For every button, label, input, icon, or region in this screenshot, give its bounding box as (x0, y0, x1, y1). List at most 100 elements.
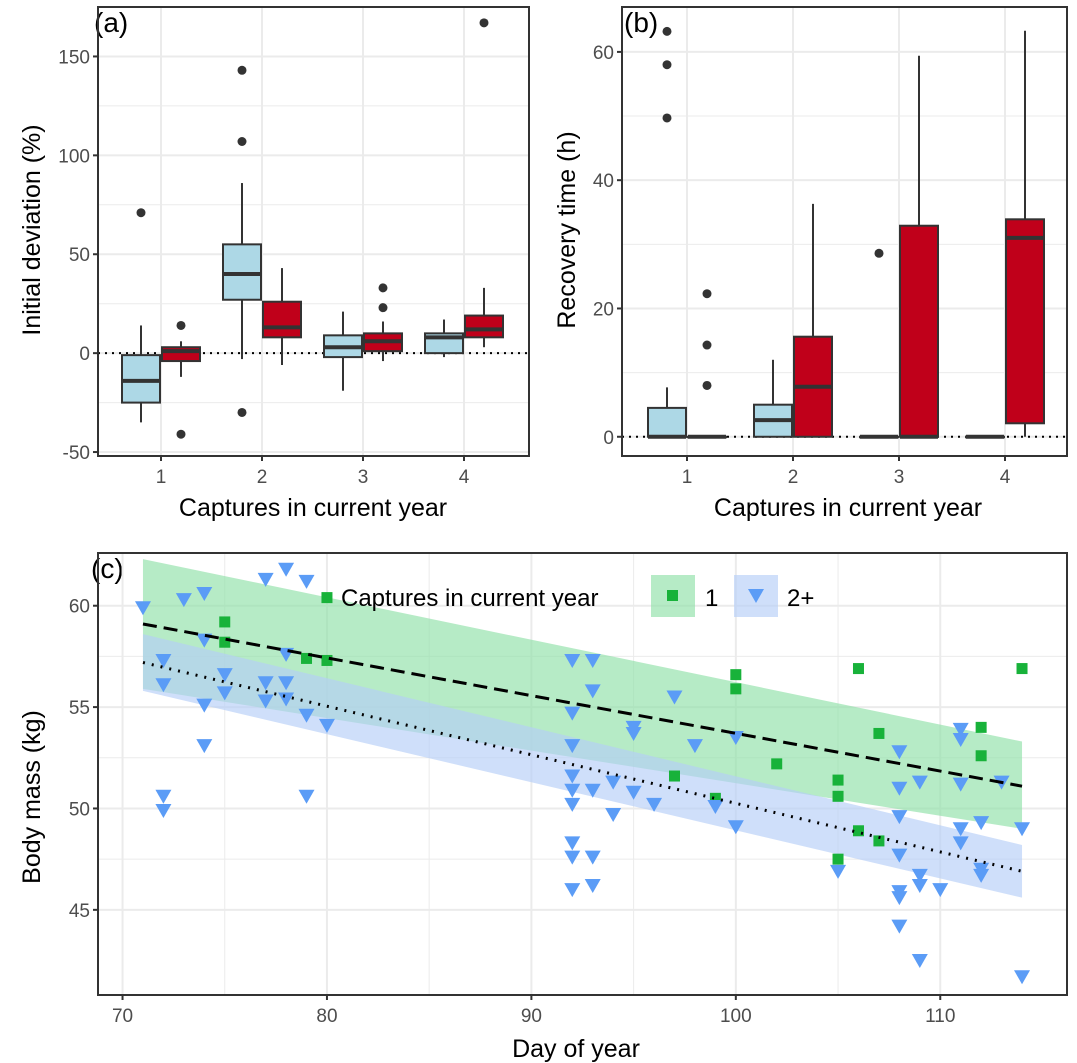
panel-a-box-3-first (323, 311, 363, 391)
series-2plus-point (666, 690, 683, 705)
panel-a-x-tick-label: 3 (358, 467, 369, 488)
legend-label-2plus: 2+ (787, 585, 814, 612)
series-2plus-point (564, 797, 581, 812)
series-2+-fit-line (142, 661, 1023, 873)
series-2plus-point (134, 601, 151, 616)
outlier-point (662, 60, 672, 70)
series-2plus-point (952, 733, 969, 748)
series-2plus-point (625, 726, 642, 741)
panel-b-x-tick-label: 1 (682, 467, 693, 488)
panel-c-x-tick-label: 80 (316, 1006, 337, 1027)
panel-a-x-tick-label: 2 (257, 467, 268, 488)
panel-b-x-tick-label: 3 (894, 467, 905, 488)
panel-b-y-axis-label: Recovery time (h) (553, 131, 581, 328)
panel-a-y-tick-label: 150 (58, 47, 90, 68)
box-body (262, 300, 302, 339)
panel-b-y-tick-label: 20 (593, 299, 614, 320)
series-1-point (668, 770, 680, 782)
legend-key-1-marker (667, 590, 678, 601)
series-2plus-point (891, 891, 908, 906)
series-1-point (771, 758, 783, 770)
series-2plus-point (911, 879, 928, 894)
outlier-point (702, 289, 712, 299)
series-2plus-point (584, 653, 601, 668)
outlier-point (662, 113, 672, 123)
panel-c-x-tick-label: 90 (521, 1006, 542, 1027)
panel-b-y-tick-label: 60 (593, 43, 614, 64)
series-2plus-point (686, 739, 703, 754)
series-2plus-point (625, 785, 642, 800)
series-2plus-point (298, 789, 315, 804)
series-2plus-point (155, 653, 172, 668)
series-2plus-point (952, 822, 969, 837)
outlier-point (378, 283, 388, 293)
panel-a: (a) Initial deviation (%) Captures in cu… (18, 6, 530, 522)
outlier-point (874, 248, 884, 258)
series-2plus-point (196, 698, 213, 713)
panel-b-box-1-repeat (687, 289, 727, 439)
series-2plus-point (216, 668, 233, 683)
outlier-point (237, 137, 247, 147)
series-2plus-point (952, 722, 969, 737)
series-1-point (730, 669, 742, 681)
series-2plus-point (1014, 822, 1031, 837)
outlier-point (702, 380, 712, 390)
panel-a-x-tick-label: 4 (459, 467, 470, 488)
panel-a-box-3-repeat (363, 283, 403, 362)
series-2plus-point (911, 775, 928, 790)
box-body (647, 406, 687, 438)
panel-b-box-1-first (647, 26, 687, 439)
panel-c-panel-border (97, 552, 1068, 996)
panel-a-x-tick-label: 1 (156, 467, 167, 488)
panel-b-box-4-repeat (1005, 30, 1045, 437)
panel-a-x-axis-label: Captures in current year (179, 494, 447, 522)
series-2plus-point (973, 868, 990, 883)
panel-c-y-tick-label: 45 (69, 901, 90, 922)
series-2plus-point (196, 587, 213, 602)
outlier-point (237, 407, 247, 417)
panel-a-box-4-first (424, 319, 464, 358)
panel-b-x-tick-label: 2 (788, 467, 799, 488)
panel-a-panel-border (97, 6, 530, 457)
series-1-point (219, 616, 231, 628)
series-1-point (730, 683, 742, 695)
panel-b-y-tick-label: 40 (593, 171, 614, 192)
series-2plus-point (584, 879, 601, 894)
panel-b-box-3-first (859, 248, 899, 439)
series-2plus-point (973, 816, 990, 831)
series-2plus-point (932, 883, 949, 898)
panel-a-box-4-repeat (464, 18, 504, 348)
series-2plus-point (891, 810, 908, 825)
legend-key-2plus-marker (748, 589, 764, 603)
legend: Captures in current year 1 2+ (341, 575, 814, 617)
series-1-point (1016, 663, 1028, 675)
series-2plus-point (298, 574, 315, 589)
panel-b-x-tick-label: 4 (1000, 467, 1011, 488)
series-2plus-point (952, 836, 969, 851)
box-body (899, 224, 939, 438)
panel-a-box-1-first (121, 208, 161, 423)
series-2plus-point (564, 706, 581, 721)
outlier-point (479, 18, 489, 28)
legend-title: Captures in current year (341, 585, 598, 612)
outlier-point (176, 320, 186, 330)
panel-c-x-axis-label: Day of year (512, 1035, 640, 1063)
series-2plus-point (952, 777, 969, 792)
panel-a-box-2-first (222, 65, 262, 417)
series-2plus-point (564, 850, 581, 865)
series-1-point (301, 652, 313, 664)
series-2plus-point (891, 745, 908, 760)
series-2plus-point (707, 799, 724, 814)
series-1-fit-line (142, 622, 1023, 788)
panel-a-y-tick-label: 50 (69, 245, 90, 266)
series-2plus-point (584, 850, 601, 865)
panel-c-y-tick-label: 60 (69, 597, 90, 618)
series-2plus-point (155, 803, 172, 818)
panel-b-tag: (b) (624, 7, 658, 38)
series-2plus-point (564, 783, 581, 798)
series-1-point (321, 592, 333, 604)
series-1-point (832, 790, 844, 802)
series-1-point (852, 663, 864, 675)
panel-c-tag: (c) (91, 553, 124, 584)
series-2plus-point (564, 836, 581, 851)
